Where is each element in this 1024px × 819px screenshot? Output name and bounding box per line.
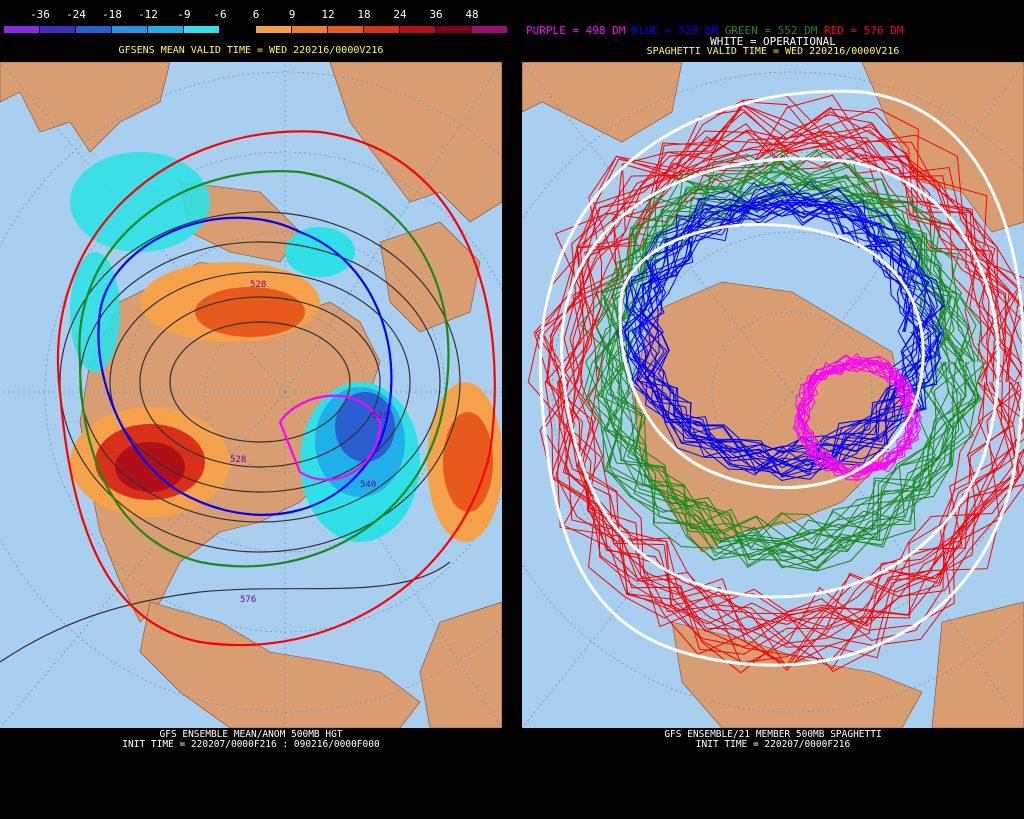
colorbar-tick-label: 36 [429,8,443,21]
land-masses [522,62,1024,728]
colorbar-tick-label: -9 [177,8,191,21]
member-contour [627,198,935,482]
member-contour [546,130,1024,647]
member-contour [639,201,941,476]
member-contour [586,173,980,552]
colorbar-tick-label: 48 [465,8,479,21]
member-contour [632,199,941,463]
member-contour [602,160,963,561]
member-contour [542,108,1024,625]
mean-footer-line2: INIT TIME = 220207/0000F216 : 090216/000… [122,739,380,750]
colorbar-swatch [220,26,256,33]
colorbar-swatch [400,26,436,33]
member-contour [792,360,913,480]
legend-blue: BLUE = 528 DM [631,24,719,37]
svg-text:576: 576 [240,595,256,605]
colorbar-tick-label: 24 [393,8,407,21]
member-contour [623,190,924,474]
colorbar-swatch [76,26,112,33]
member-contour [799,361,914,477]
colorbar-tick-label: -12 [138,8,158,21]
member-contour [588,171,957,548]
contour-labels: 528 528 528 540 576 [230,280,388,605]
mean-footer-line1: GFS ENSEMBLE MEAN/ANOM 500MB HGT [159,729,343,740]
member-contour [633,198,944,478]
colorbar-tick-label: -36 [30,8,50,21]
member-contour [794,355,917,475]
colorbar-swatch [436,26,472,33]
land-masses [0,62,502,728]
spaghetti-valid-time-title: SPAGHETTI VALID TIME = WED 220216/0000V2… [646,46,900,57]
legend-red: RED = 576 DM [824,24,904,37]
colorbar-swatch [148,26,184,33]
spaghetti-map [522,62,1024,728]
colorbar-swatch [40,26,76,33]
anomaly-shading [70,152,502,542]
member-contour [597,166,977,567]
colorbar-tick-label: -24 [66,8,86,21]
legend-purple: PURPLE = 498 DM [526,24,626,37]
spaghetti-footer-line1: GFS ENSEMBLE/21 MEMBER 500MB SPAGHETTI [664,729,882,740]
member-contour [797,356,918,473]
colorbar-swatch [472,26,508,33]
member-contour [595,163,970,554]
mean-anomaly-map: 528 528 528 540 576 [0,62,502,728]
svg-text:528: 528 [230,455,246,465]
spaghetti-legend: PURPLE = 498 DM BLUE = 528 DM GREEN = 55… [526,24,904,37]
spaghetti-panel: PURPLE = 498 DM BLUE = 528 DM GREEN = 55… [522,0,1024,819]
colorbar-swatch [328,26,364,33]
svg-text:528: 528 [250,280,266,290]
member-contour [549,104,1019,646]
colorbar-tick-label: 18 [357,8,371,21]
member-contour [563,130,1016,666]
colorbar-tick-label: 6 [252,8,260,21]
colorbar-swatch [112,26,148,33]
colorbar-tick-label: 9 [288,8,296,21]
colorbar-swatch [292,26,328,33]
member-contour [595,181,985,572]
colorbar-swatch [184,26,220,33]
colorbar-tick-label: -18 [102,8,122,21]
member-contour [601,161,974,559]
member-contour [533,104,1009,655]
member-contour [631,198,938,475]
member-contour [634,190,927,469]
member-contour [616,182,922,469]
ensemble-mean-panel: -36 -24 -18 -12 -9 -6 6 9 12 18 24 36 48 GFSENS MEAN… [0,0,508,819]
member-contour [557,107,1024,668]
member-contour [608,157,988,569]
mean-valid-time-title: GFSENS MEAN VALID TIME = WED 220216/0000… [118,45,384,56]
member-contour [594,172,966,562]
colorbar-tick-label: -6 [213,8,227,21]
svg-text:528: 528 [372,411,388,421]
member-contour [542,114,1024,661]
key-contours [57,130,496,647]
legend-white: WHITE = OPERATIONAL [710,35,836,48]
legend-green: GREEN = 552 DM [724,24,818,37]
member-contour [637,201,935,480]
anomaly-colorbar [4,26,508,33]
colorbar-swatch [4,26,40,33]
member-contour [544,109,1024,664]
colorbar-tick-label: 12 [321,8,335,21]
member-contour [578,148,971,552]
operational-contours [538,89,1024,667]
colorbar-swatch [256,26,292,33]
member-contour [539,126,1024,671]
member-contour [579,123,1024,673]
svg-text:540: 540 [360,480,376,490]
colorbar-swatch [364,26,400,33]
spaghetti-footer-line2: INIT TIME = 220207/0000F216 [695,739,851,750]
